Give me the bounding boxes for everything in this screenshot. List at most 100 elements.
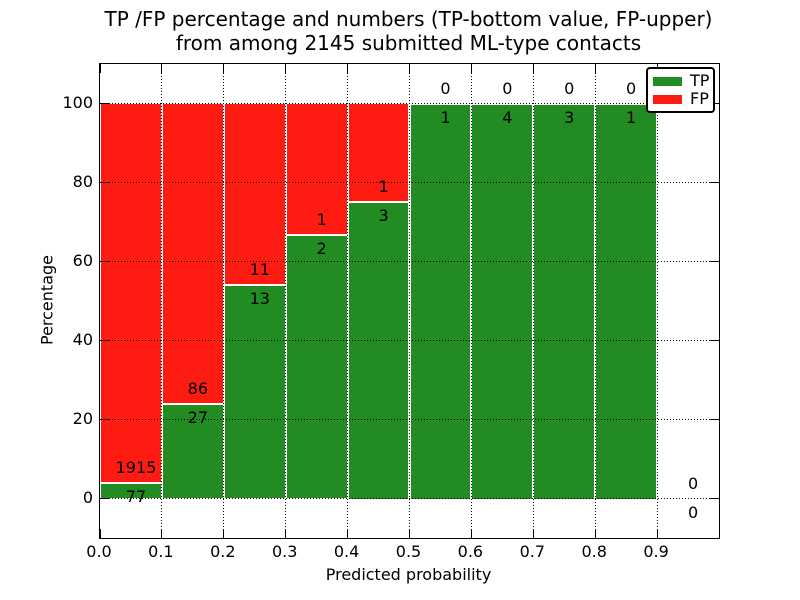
bar-tp-0.7-0.8 [534,104,595,499]
bar-fp-0.4-0.5 [348,103,409,202]
tp-count-label-0.9-1.0: 0 [687,502,699,522]
x-tick-bottom-0.7 [532,529,534,538]
tp-count-label-0.8-0.9: 1 [626,107,637,127]
chart-title: TP /FP percentage and numbers (TP-bottom… [99,7,718,55]
x-tick-bottom-0.0 [99,529,101,538]
tp-color-swatch [653,76,682,86]
bar-tp-0.1-0.2 [162,405,223,499]
chart-title-line1: TP /FP percentage and numbers (TP-bottom… [104,7,713,31]
gridline-x-0.6 [470,64,472,538]
x-tick-top-0.3 [285,64,287,73]
x-tick-top-0.2 [223,64,225,73]
gridline-x-0.3 [285,64,287,538]
bar-tp-0.0-0.1 [101,484,161,499]
gridline-x-0.7 [532,64,534,538]
y-tick-left-80 [100,182,109,183]
x-tick-top-0.8 [594,64,596,73]
y-tick-left-100 [100,103,109,104]
gridline-y-80 [100,182,719,183]
y-tick-right-60 [710,261,719,262]
tp-count-label-0.0-0.1: 77 [125,487,147,507]
tp-count-label-0.1-0.2: 27 [187,408,209,428]
bar-fp-0.3-0.4 [286,103,347,235]
x-tick-top-0.1 [161,64,163,73]
legend: TP FP [646,67,715,113]
tp-count-label-0.3-0.4: 2 [316,239,327,259]
x-tick-bottom-0.2 [223,529,225,538]
x-tick-top-0.5 [409,64,410,73]
legend-label-tp: TP [690,71,710,90]
chart-title-line2: from among 2145 submitted ML-type contac… [175,31,642,55]
bar-tp-0.3-0.4 [286,236,347,499]
x-tick-bottom-0.3 [285,529,287,538]
fp-count-label-0.2-0.3: 11 [249,259,270,279]
y-tick-left-40 [100,340,109,341]
bar-fp-0.1-0.2 [162,103,223,404]
gridline-y-60 [100,261,719,262]
gridline-y-0 [100,498,719,499]
gridline-x-0.9 [656,64,658,538]
y-tick-label-80: 80 [72,171,93,191]
legend-entry-fp: FP [653,89,709,108]
gridline-x-0.8 [594,64,596,538]
bar-tp-0.4-0.5 [348,203,409,499]
gridline-x-0.4 [347,64,349,538]
x-tick-top-0.4 [347,64,349,73]
x-tick-label-0.8: 0.8 [581,542,607,561]
x-tick-bottom-0.9 [656,529,658,538]
y-tick-label-60: 60 [72,250,93,270]
legend-label-fp: FP [690,89,709,108]
fp-count-label-0.7-0.8: 0 [564,78,575,98]
gridline-y-40 [100,340,719,341]
x-tick-label-0.6: 0.6 [457,542,484,561]
fp-count-label-0.4-0.5: 1 [378,177,389,197]
bar-tp-0.2-0.3 [224,285,285,499]
x-tick-label-0.5: 0.5 [395,542,422,561]
bar-tp-0.8-0.9 [596,104,657,499]
x-tick-top-0.7 [532,64,534,73]
fp-count-label-0.8-0.9: 0 [626,78,637,98]
x-tick-top-0.0 [99,64,101,73]
x-tick-label-0.3: 0.3 [271,542,298,561]
y-tick-right-20 [710,419,719,420]
x-tick-label-0.2: 0.2 [210,542,236,561]
gridline-x-0.2 [223,64,225,538]
fp-count-label-0.6-0.7: 0 [502,78,513,98]
x-tick-bottom-0.6 [470,529,472,538]
x-tick-label-0.7: 0.7 [519,542,546,561]
y-tick-label-0: 0 [82,487,93,507]
y-tick-label-20: 20 [72,408,93,428]
bar-tp-0.6-0.7 [472,104,533,499]
bar-fp-0.0-0.1 [101,103,161,483]
tp-count-label-0.4-0.5: 3 [378,206,389,226]
y-tick-label-100: 100 [62,92,93,112]
y-tick-right-0 [710,498,719,499]
y-tick-left-0 [100,498,109,499]
x-tick-bottom-0.5 [409,529,410,538]
x-tick-label-0.1: 0.1 [148,542,174,561]
tp-count-label-0.5-0.6: 1 [440,107,451,127]
fp-count-label-0.3-0.4: 1 [316,210,327,230]
x-tick-label-0.4: 0.4 [333,542,360,561]
x-tick-bottom-0.8 [594,529,596,538]
plot-area: 1915 77 86 27 11 13 1 2 1 3 0 1 0 4 0 3 0 1 0 0 [99,63,720,539]
tp-count-label-0.2-0.3: 13 [249,288,270,308]
x-tick-label-0.0: 0.0 [86,542,112,561]
gridline-x-0.5 [409,64,410,538]
tp-count-label-0.7-0.8: 3 [564,107,575,127]
tp-count-label-0.6-0.7: 4 [502,107,513,127]
x-tick-bottom-0.4 [347,529,349,538]
fp-count-label-0.5-0.6: 0 [440,78,451,98]
gridline-y-100 [100,103,719,104]
y-tick-left-20 [100,419,109,420]
legend-entry-tp: TP [653,71,710,90]
gridline-x-0.1 [161,64,163,538]
fp-count-label-0.0-0.1: 1915 [115,458,157,478]
y-tick-right-40 [710,340,719,341]
bar-tp-0.5-0.6 [410,104,471,499]
fp-count-label-0.9-1.0: 0 [687,473,699,493]
y-tick-left-60 [100,261,109,262]
fp-count-label-0.1-0.2: 86 [187,379,209,399]
x-tick-label-0.9: 0.9 [643,542,669,561]
